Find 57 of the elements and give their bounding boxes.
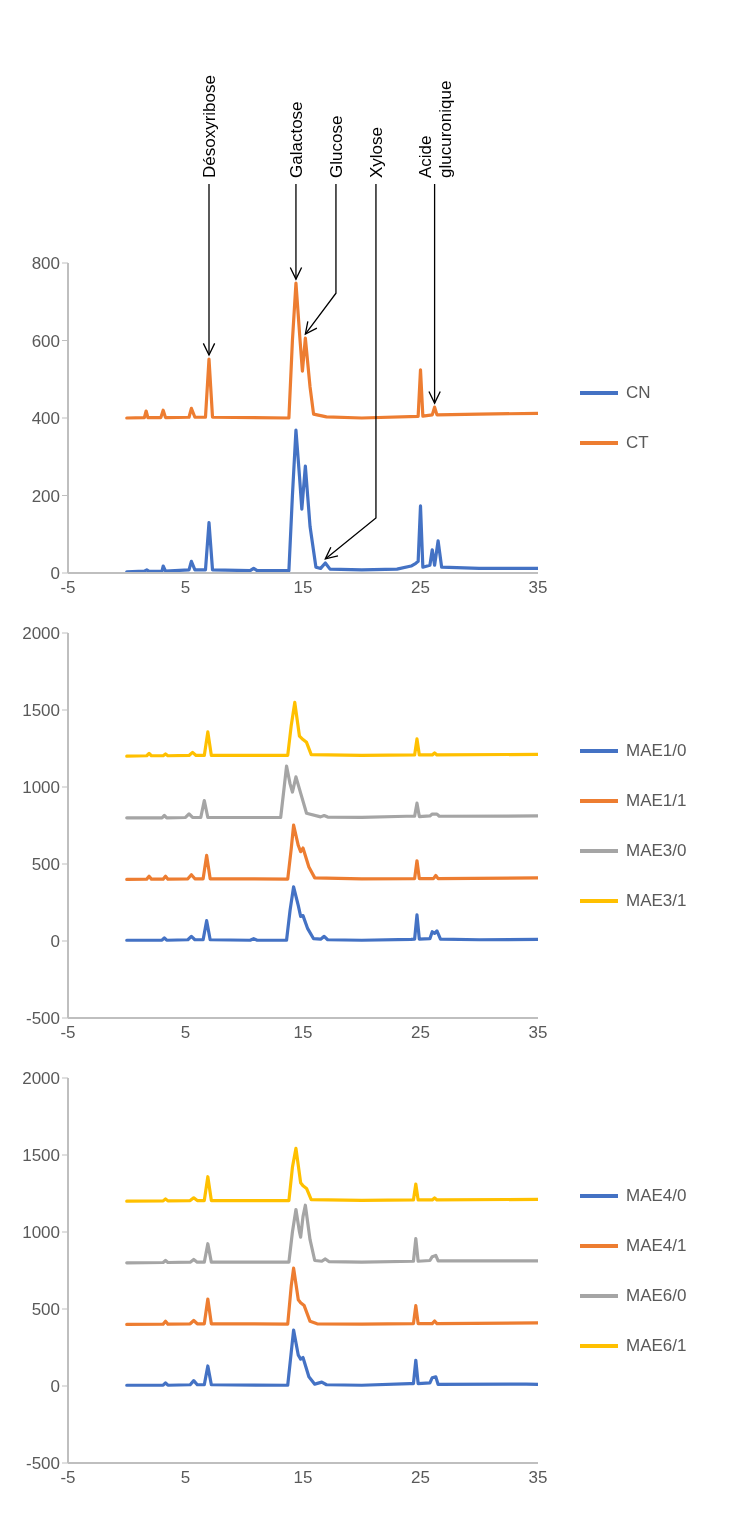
x-tick-label: -5 [60, 578, 76, 598]
annotation: Glucose [326, 115, 346, 178]
y-tick-label: -500 [25, 1009, 60, 1029]
annotation: Acide glucuronique [415, 80, 455, 178]
legend-label: MAE3/0 [626, 840, 687, 861]
legend-label: MAE1/1 [626, 790, 687, 811]
x-tick-label: 5 [180, 1023, 191, 1043]
legend-label: CN [626, 383, 651, 403]
legend-label: MAE1/0 [626, 740, 687, 761]
x-tick-label: 25 [411, 1468, 430, 1488]
x-tick-label: 15 [293, 1468, 313, 1488]
y-tick-label: 600 [31, 331, 60, 351]
y-tick-label: 1500 [22, 1146, 60, 1166]
line-series [125, 428, 538, 573]
x-tick-label: 25 [411, 1023, 430, 1043]
line-series [125, 1328, 538, 1387]
y-tick-label: 1000 [22, 1223, 60, 1243]
x-tick-label: 15 [293, 1023, 313, 1043]
annotation: Désoxyribose [200, 75, 219, 178]
line-series [125, 1203, 538, 1265]
y-tick-label: 200 [31, 486, 60, 506]
line-series [125, 281, 538, 420]
line-series [125, 1266, 538, 1326]
y-tick-label: 2000 [22, 624, 60, 644]
x-tick-label: 15 [293, 578, 313, 598]
x-tick-label: -5 [60, 1023, 76, 1043]
legend-label: MAE6/0 [626, 1285, 687, 1306]
x-tick-label: 35 [528, 1468, 548, 1488]
x-tick-label: 35 [528, 1023, 548, 1043]
annotation: Galactose [286, 101, 306, 178]
line-series [125, 700, 538, 758]
x-tick-label: 35 [528, 578, 548, 598]
legend-label: MAE3/1 [626, 890, 687, 911]
x-tick-label: 25 [411, 578, 430, 598]
line-series [125, 1146, 538, 1203]
line-series [125, 885, 538, 942]
x-tick-label: 5 [180, 1468, 191, 1488]
x-tick-label: -5 [60, 1468, 76, 1488]
y-tick-label: 2000 [22, 1069, 60, 1089]
line-series [125, 823, 538, 881]
legend-label: MAE4/1 [626, 1235, 687, 1256]
y-tick-label: 0 [50, 932, 60, 952]
y-tick-label: 1000 [22, 778, 60, 798]
legend-label: MAE6/1 [626, 1335, 687, 1356]
y-tick-label: 800 [31, 254, 60, 274]
y-tick-label: -500 [25, 1454, 60, 1474]
x-tick-label: 5 [180, 578, 191, 598]
legend-label: CT [626, 433, 649, 453]
y-tick-label: 500 [31, 1300, 60, 1320]
y-tick-label: 400 [31, 409, 60, 429]
legend-label: MAE4/0 [626, 1185, 687, 1206]
line-series [125, 764, 538, 820]
y-tick-label: 500 [31, 855, 60, 875]
y-tick-label: 0 [50, 1377, 60, 1397]
annotation: Xylose [366, 126, 386, 178]
y-tick-label: 0 [50, 564, 60, 584]
y-tick-label: 1500 [22, 701, 60, 721]
